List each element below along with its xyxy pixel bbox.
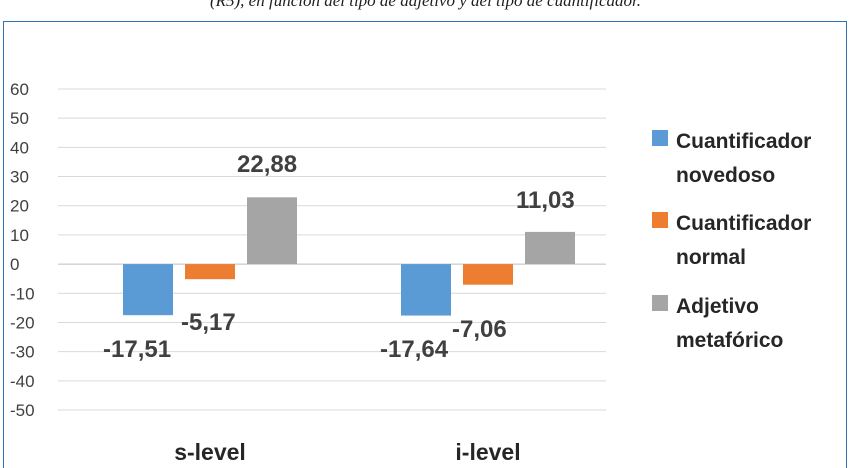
chart-frame xyxy=(3,21,847,468)
y-tick-label: -50 xyxy=(10,401,35,420)
legend-label-line1: Cuantificador xyxy=(676,130,811,153)
y-tick-label: 40 xyxy=(10,138,29,157)
legend-label-line2: metafórico xyxy=(676,329,783,352)
y-tick-label: 10 xyxy=(10,226,29,245)
bar-s-level-series-3 xyxy=(247,197,297,265)
data-label: 22,88 xyxy=(237,151,297,178)
x-category-label: i-level xyxy=(455,439,520,465)
y-tick-label: 60 xyxy=(10,80,29,99)
bar-i-level-series-2 xyxy=(463,264,513,285)
legend-label-line2: novedoso xyxy=(676,164,775,187)
legend-label-line1: Adjetivo xyxy=(676,295,759,318)
data-label: -17,51 xyxy=(103,336,171,363)
y-tick-label: 30 xyxy=(10,168,29,187)
y-tick-label: -20 xyxy=(10,313,35,332)
legend-swatch xyxy=(652,130,668,146)
y-tick-label: 50 xyxy=(10,109,29,128)
bar-s-level-series-2 xyxy=(185,264,235,280)
legend-label-line1: Cuantificador xyxy=(676,212,811,235)
data-label: -5,17 xyxy=(181,309,236,336)
y-tick-label: 20 xyxy=(10,197,29,216)
bar-i-level-series-3 xyxy=(525,231,575,265)
data-label: -7,06 xyxy=(452,316,507,343)
y-tick-label: -40 xyxy=(10,372,35,391)
data-label: -17,64 xyxy=(380,336,449,363)
x-category-label: s-level xyxy=(174,439,246,465)
y-tick-label: 0 xyxy=(10,255,19,274)
y-tick-label: -30 xyxy=(10,343,35,362)
bar-s-level-series-1 xyxy=(123,264,173,316)
legend-swatch xyxy=(652,212,668,228)
y-tick-label: -10 xyxy=(10,284,35,303)
figure-caption: (R5), en función del tipo de adjetivo y … xyxy=(209,0,642,10)
legend-swatch xyxy=(652,295,668,311)
bar-i-level-series-1 xyxy=(401,264,451,316)
data-label: 11,03 xyxy=(516,187,575,214)
legend-label-line2: normal xyxy=(676,246,746,269)
